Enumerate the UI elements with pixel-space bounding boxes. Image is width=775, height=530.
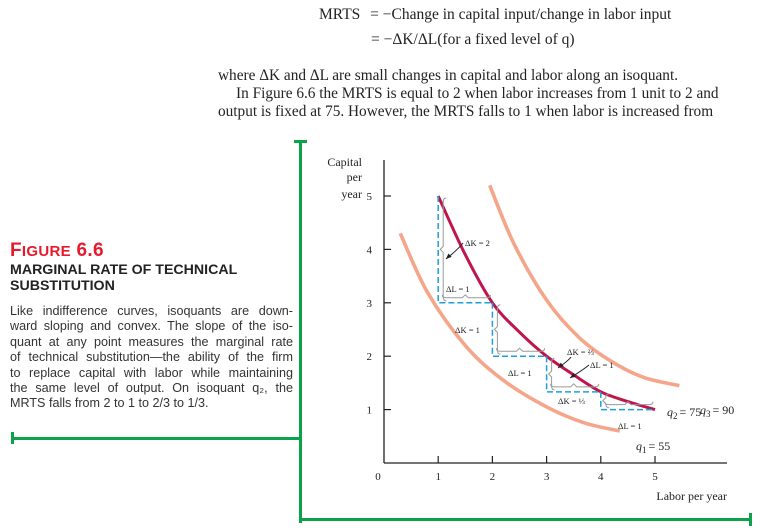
caption-line: Like indifference curves, isoquants are … <box>10 304 293 318</box>
figure-title: MARGINAL RATE OF TECHNICAL SUBSTITUTION <box>10 262 280 294</box>
dl-brace <box>604 400 654 406</box>
paragraph-line-2: In Figure 6.6 the MRTS is equal to 2 whe… <box>236 85 719 102</box>
mrts-rhs-1: = −Change in capital input/change in lab… <box>370 6 672 23</box>
dl-brace <box>550 383 600 388</box>
caption-line: to replace capital with labor while main… <box>10 365 293 380</box>
isoquant-q1 <box>398 232 621 433</box>
figure-bottom-rule-cap <box>749 513 752 526</box>
y-tick-label: 1 <box>367 405 373 417</box>
step-3-dk-label: ΔK = ⅔ <box>567 347 595 357</box>
equation-line-1: MRTS = −Change in capital input/change i… <box>319 6 671 24</box>
step-4-dl-label: ΔL = 1 <box>618 421 642 431</box>
dl-brace <box>441 294 491 299</box>
step-dashed-line <box>545 356 601 393</box>
y-tick-label: 5 <box>367 191 373 203</box>
x-tick-label: 4 <box>598 471 604 483</box>
x-tick-label: 5 <box>652 471 658 483</box>
q1-label: q1 = 55 <box>636 439 670 455</box>
caption-line: of technical substitution—the ability of… <box>10 350 293 365</box>
step-1-dk-label: ΔK = 2 <box>465 238 490 248</box>
figure-vertical-rule-cap <box>294 140 307 143</box>
dk-2-arrow-head <box>446 253 452 259</box>
dk-two-thirds-arrow-head <box>558 362 564 368</box>
step-4-dk-label: ΔK = ⅓ <box>558 396 586 406</box>
q2-label: q2 = 75 <box>667 405 701 421</box>
y-tick-label: 2 <box>367 351 373 363</box>
origin-label: 0 <box>375 471 381 483</box>
figure-title-line-2: SUBSTITUTION <box>10 278 115 294</box>
step-2-dk-label: ΔK = 1 <box>455 325 480 335</box>
y-tick-label: 4 <box>367 244 373 256</box>
figure-label-first: F <box>10 240 22 261</box>
x-tick-label: 2 <box>490 471 496 483</box>
paragraph-line-1: where ΔK and ΔL are small changes in cap… <box>218 67 679 84</box>
figure-title-line-1: MARGINAL RATE OF TECHNICAL <box>10 262 238 278</box>
y-axis-label-line-2: per <box>347 170 362 184</box>
y-tick-label: 3 <box>367 298 373 310</box>
x-tick-label: 3 <box>544 471 550 483</box>
dl-brace <box>495 347 546 352</box>
isoquant-q3 <box>488 184 680 388</box>
step-3-dl-label: ΔL = 1 <box>590 360 614 370</box>
figure-number: FIGURE 6.6 <box>10 240 104 262</box>
step-2-dl-label: ΔL = 1 <box>508 368 532 378</box>
equation-line-2: = −ΔK/ΔL(for a fixed level of q) <box>371 31 575 49</box>
step-1-dl-label: ΔL = 1 <box>446 284 470 294</box>
figure-caption: Like indifference curves, isoquants are … <box>10 304 293 412</box>
step-dashed-line <box>600 391 655 411</box>
dl-1-arrow-head <box>570 372 576 378</box>
caption-rule <box>12 437 301 440</box>
figure-number-value: 6.6 <box>76 240 104 261</box>
mrts-lhs: MRTS <box>319 6 361 23</box>
caption-rule-endcap <box>11 432 14 444</box>
isoquant-q2 <box>436 195 656 412</box>
dk-brace <box>493 304 501 355</box>
caption-line: the same level of output. On isoquant q₂… <box>10 381 293 396</box>
figure-label-rest: IGURE <box>21 243 71 260</box>
dk-brace <box>547 357 555 391</box>
figure-bottom-rule <box>299 518 751 521</box>
caption-line: quant at any point measures the marginal… <box>10 334 293 349</box>
y-axis-label-line-1: Capital <box>327 155 362 169</box>
caption-line: ward sloping and convex. The slope of th… <box>10 319 293 334</box>
dk-brace <box>439 197 447 302</box>
paragraph-line-3: output is fixed at 75. However, the MRTS… <box>218 103 714 120</box>
y-axis-label-line-3: year <box>341 187 362 201</box>
figure-vertical-rule <box>299 141 302 523</box>
mrts-rhs-2: = −ΔK/ΔL(for a fixed level of q) <box>371 31 575 48</box>
dk-brace <box>602 393 609 409</box>
q3-label: q3 = 90 <box>700 403 734 419</box>
x-tick-label: 1 <box>435 471 441 483</box>
x-axis-label: Labor per year <box>656 489 727 503</box>
caption-line: MRTS falls from 2 to 1 to 2/3 to 1/3. <box>10 396 209 411</box>
